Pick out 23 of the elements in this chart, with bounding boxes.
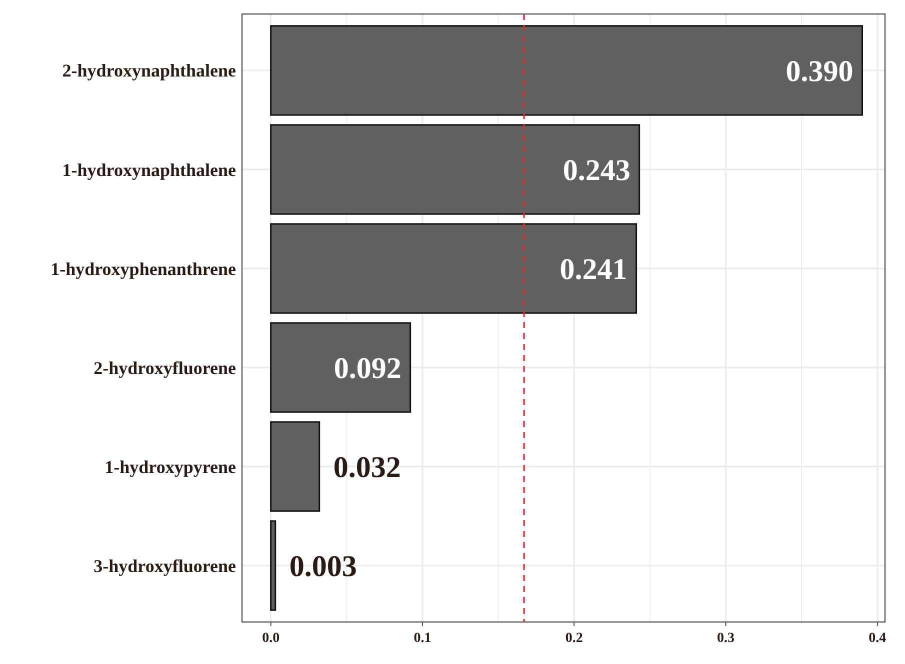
y-tick-label: 2-hydroxyfluorene [94, 358, 236, 378]
y-tick-label: 3-hydroxyfluorene [94, 556, 236, 576]
y-tick-label: 1-hydroxyphenanthrene [50, 258, 236, 279]
x-tick-label: 0.0 [262, 631, 280, 646]
y-tick-label: 2-hydroxynaphthalene [62, 60, 236, 81]
x-tick-label: 0.1 [414, 631, 432, 646]
data-label: 0.241 [560, 252, 628, 286]
bar [270, 421, 320, 512]
x-tick-label: 0.2 [565, 631, 583, 646]
x-tick-label: 0.4 [868, 631, 886, 646]
bar [270, 25, 864, 116]
bar [270, 520, 276, 611]
data-label: 0.032 [333, 451, 401, 484]
bar [270, 124, 640, 215]
y-tick-label: 1-hydroxynaphthalene [62, 160, 236, 180]
y-tick-label: 1-hydroxypyrene [104, 456, 236, 477]
bar [270, 322, 412, 413]
data-label: 0.092 [334, 352, 402, 386]
bar [270, 223, 638, 314]
data-label: 0.243 [562, 154, 630, 187]
data-label: 0.003 [289, 550, 357, 584]
x-tick-label: 0.3 [717, 631, 735, 646]
data-label: 0.390 [786, 54, 854, 88]
